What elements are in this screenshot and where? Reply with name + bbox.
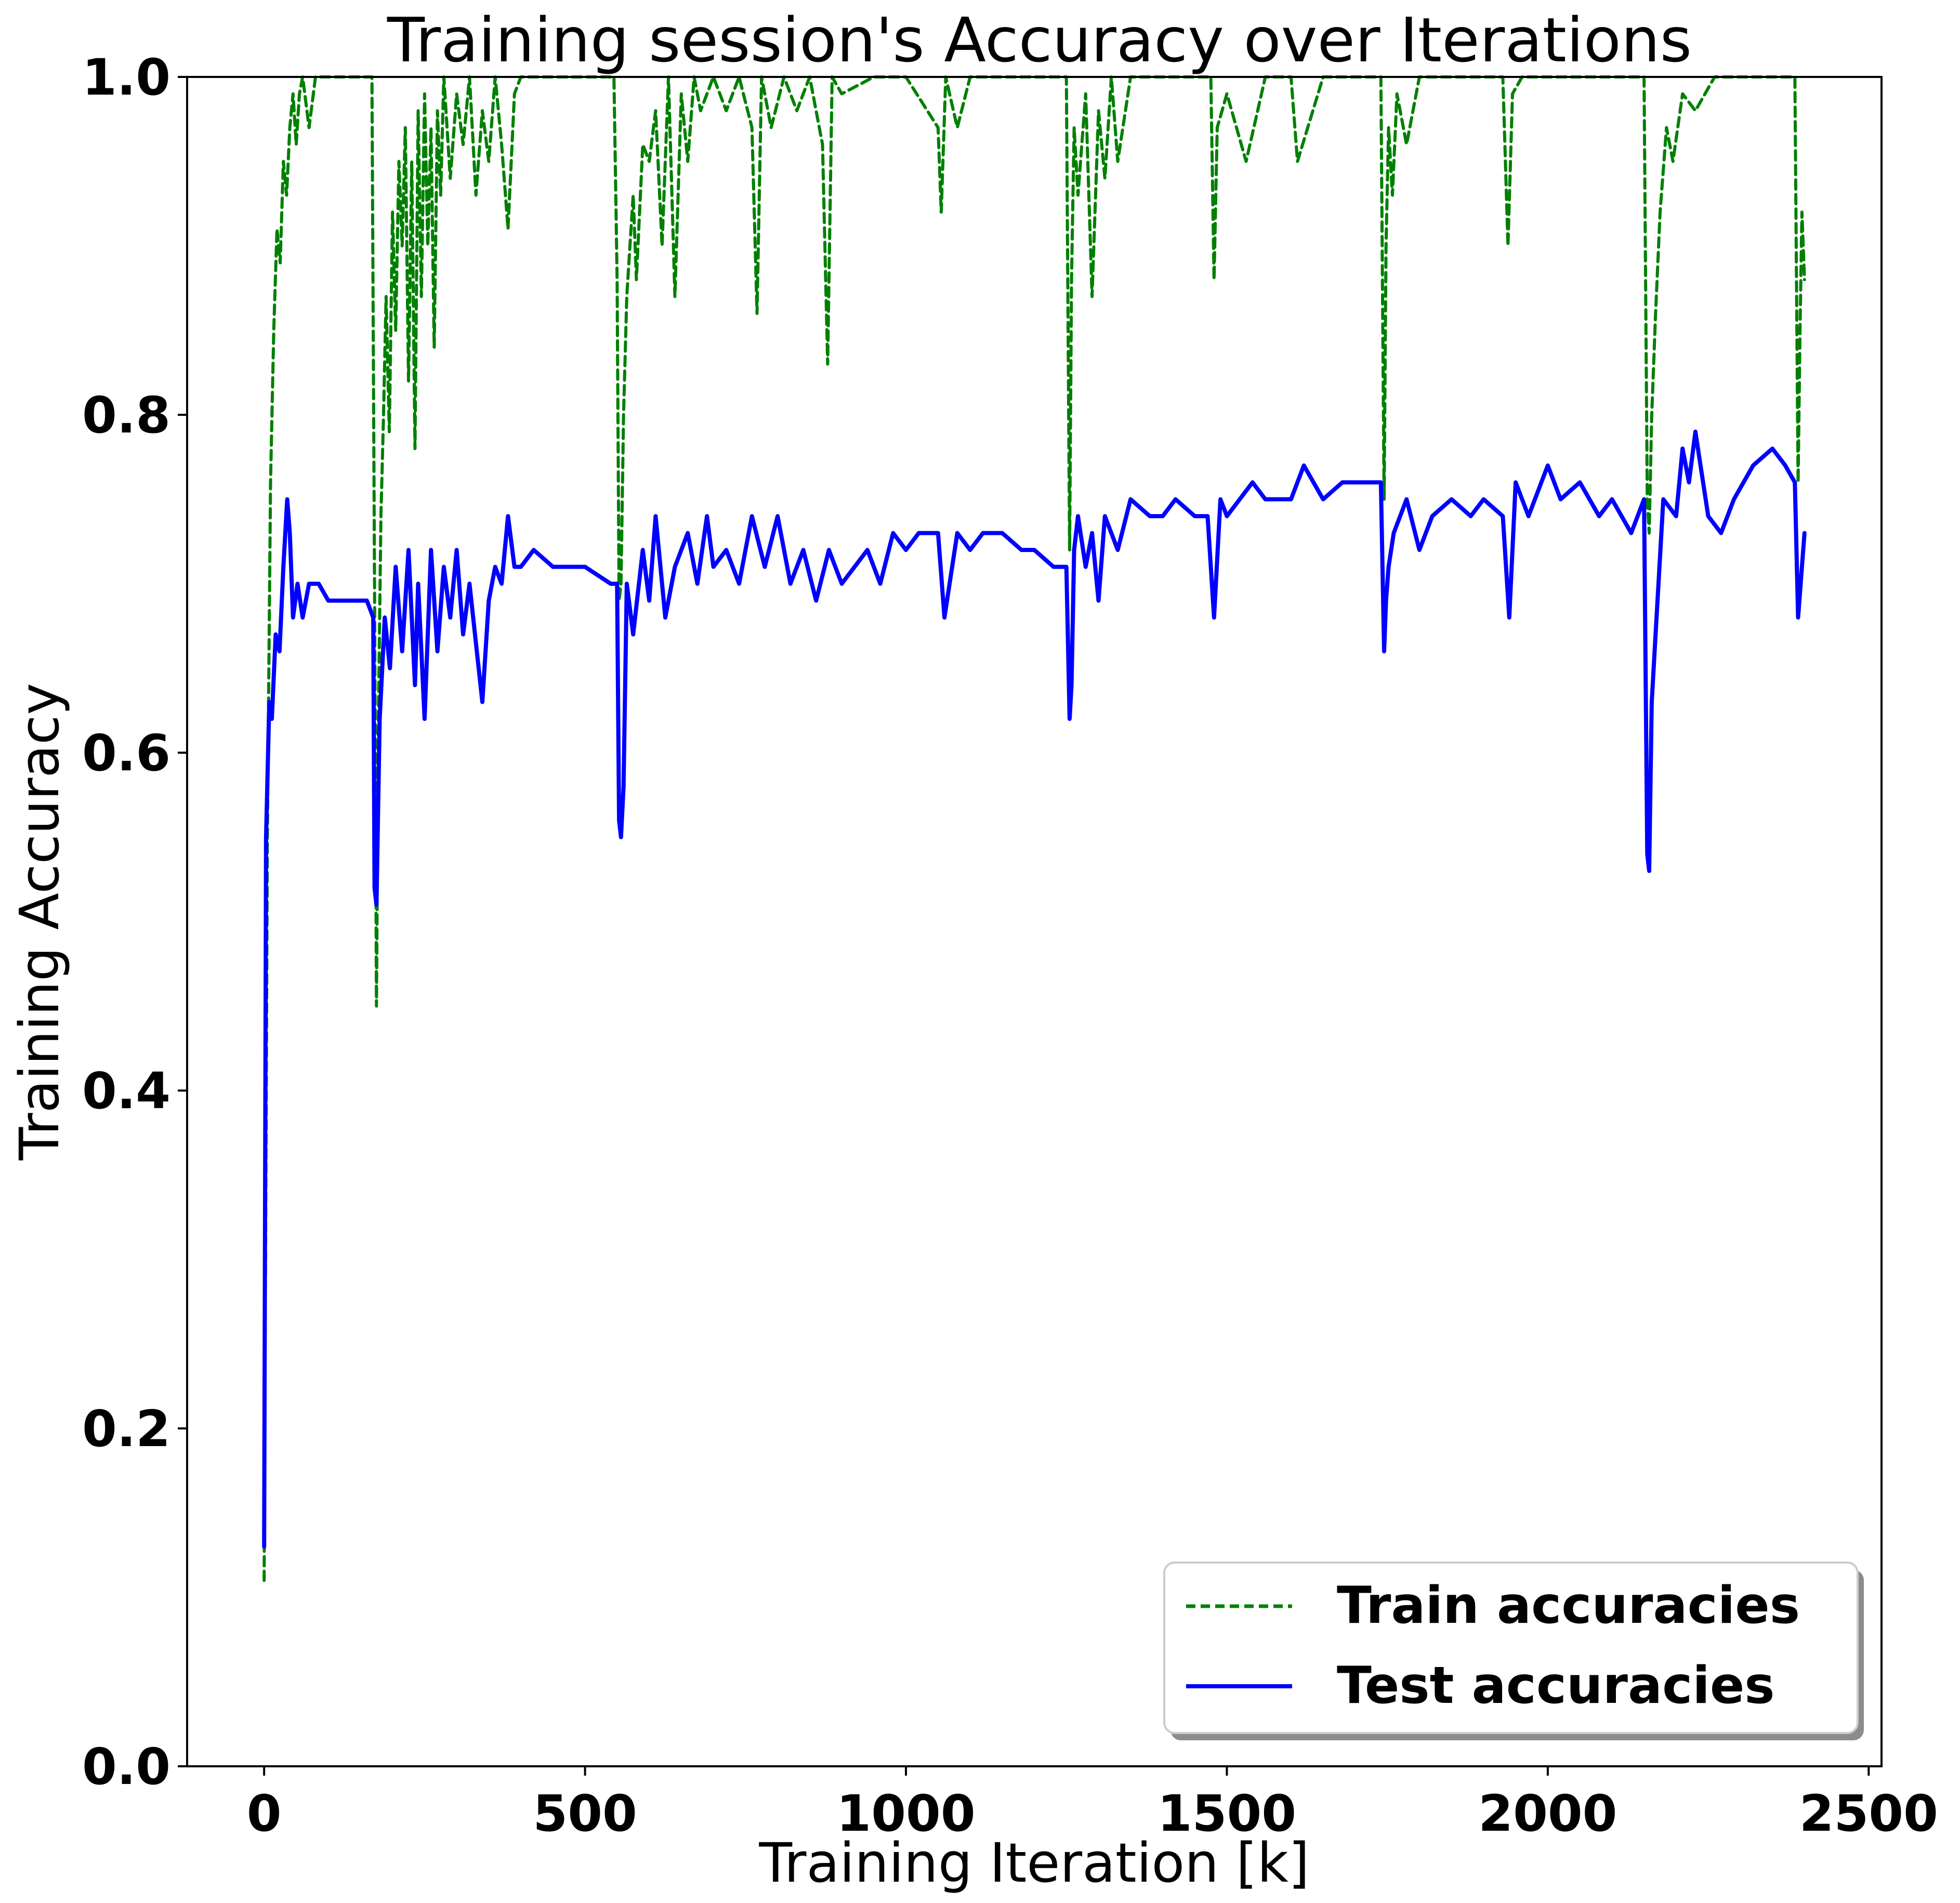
x-tick-label: 1000	[836, 1784, 975, 1843]
y-tick-label: 0.0	[82, 1738, 170, 1796]
chart-title: Training session's Accuracy over Iterati…	[387, 4, 1692, 76]
plot-frame	[186, 76, 1883, 1767]
x-tick-label: 2500	[1799, 1784, 1938, 1843]
legend-label-test: Test accuracies	[1337, 1656, 1775, 1715]
series-line-test-accuracies	[262, 429, 1807, 1549]
legend-box	[1163, 1561, 1859, 1734]
y-tick-label: 0.8	[82, 386, 170, 444]
x-axis: 0 500 1000 1500 2000 2500	[247, 1766, 1938, 1843]
y-tick-label: 1.0	[82, 48, 170, 107]
plot-area	[262, 75, 1807, 1582]
x-tick-label: 0	[247, 1784, 282, 1843]
y-tick-label: 0.4	[82, 1062, 170, 1120]
y-axis-label: Training Accuracy	[8, 683, 71, 1161]
legend: Train accuracies Test accuracies	[1163, 1561, 1864, 1740]
legend-label-train: Train accuracies	[1337, 1576, 1800, 1635]
x-tick-label: 1500	[1157, 1784, 1296, 1843]
y-axis: 0.0 0.2 0.4 0.6 0.8 1.0	[82, 48, 187, 1796]
x-tick-label: 2000	[1478, 1784, 1617, 1843]
series-line-train-accuracies	[262, 75, 1806, 1582]
x-axis-label: Training Iteration [k]	[759, 1831, 1310, 1895]
y-tick-label: 0.6	[82, 724, 170, 782]
y-tick-label: 0.2	[82, 1400, 170, 1458]
x-tick-label: 500	[533, 1784, 637, 1843]
